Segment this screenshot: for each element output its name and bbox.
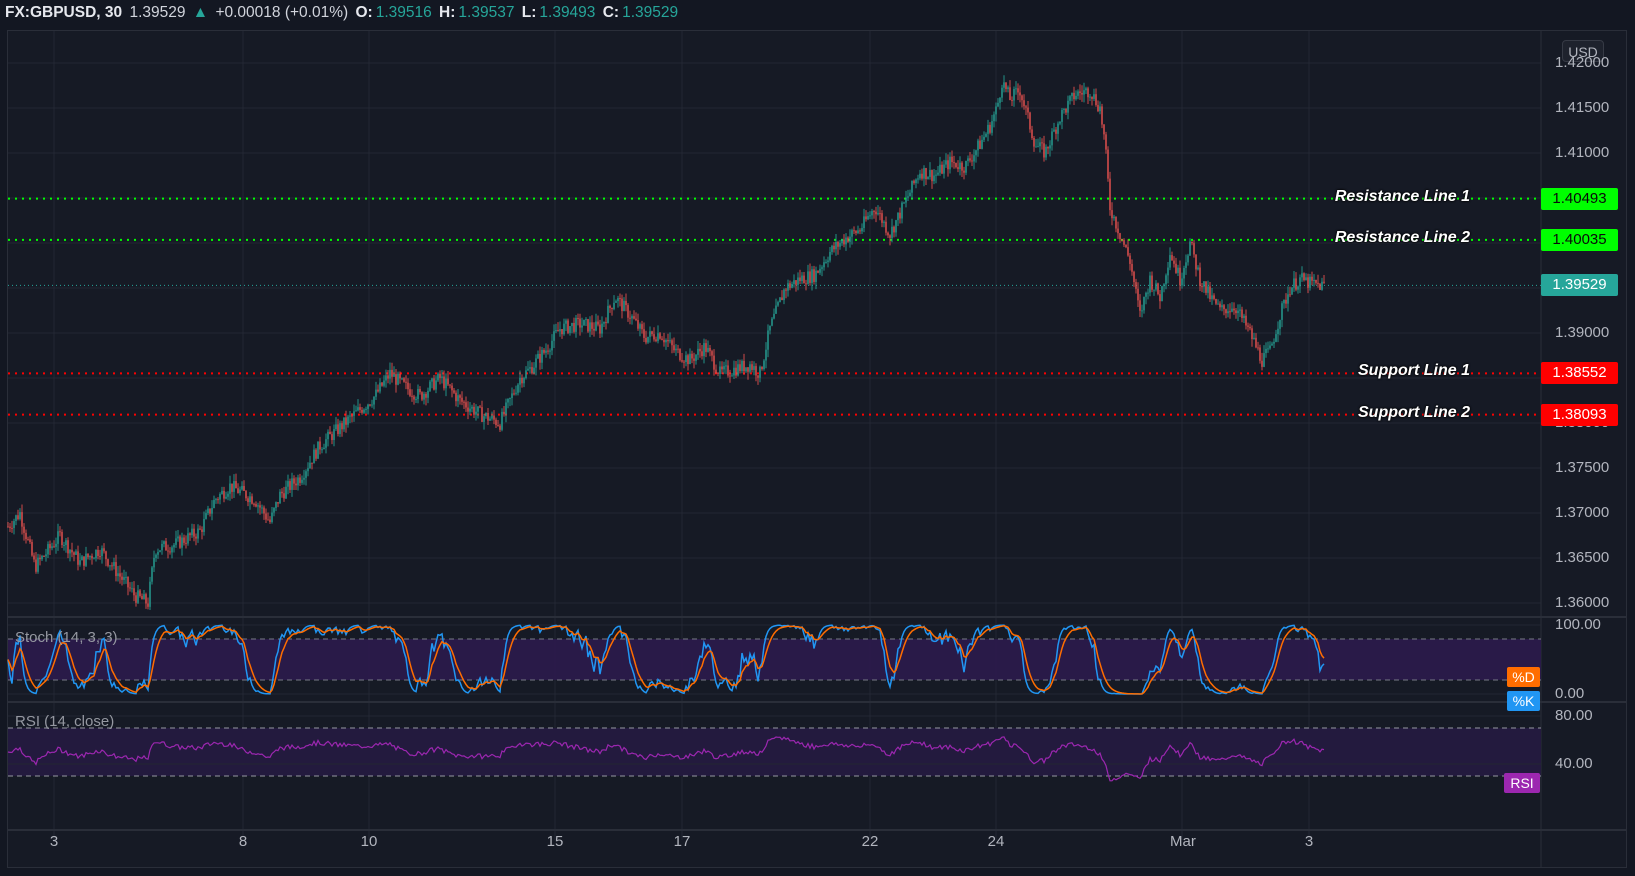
level-price-tag: 1.40035 [1541, 228, 1618, 251]
price-tick: 1.41000 [1555, 144, 1610, 161]
stoch-lines [7, 624, 1325, 695]
stoch-d-tag: %D [1507, 667, 1540, 687]
open-value: 1.39516 [375, 4, 432, 21]
close-value: 1.39529 [622, 4, 679, 21]
last-price-tag: 1.39529 [1541, 274, 1618, 297]
price-tick: 1.37500 [1555, 459, 1610, 476]
high-value: 1.39537 [458, 4, 515, 21]
rsi-tick-40: 40.00 [1555, 755, 1593, 772]
level-price-tag: 1.40493 [1541, 187, 1618, 210]
time-tick: 3 [49, 833, 59, 850]
high-label: H: [439, 4, 456, 21]
level-price-tag: 1.38552 [1541, 362, 1618, 385]
open-label: O: [355, 4, 373, 21]
rsi-tick-80: 80.00 [1555, 707, 1593, 724]
price-tick: 1.36000 [1555, 594, 1610, 611]
level-price-tag: 1.38093 [1541, 403, 1618, 426]
symbol-name[interactable]: FX:GBPUSD, 30 [5, 4, 123, 21]
currency-button[interactable]: USD [1562, 40, 1604, 62]
time-tick: 15 [546, 833, 564, 850]
stoch-tick-100: 100.00 [1555, 616, 1601, 633]
last-price: 1.39529 [129, 4, 186, 21]
rsi-title[interactable]: RSI (14, close) [15, 713, 115, 730]
price-tick: 1.41500 [1555, 99, 1610, 116]
time-tick: 17 [673, 833, 691, 850]
low-label: L: [521, 4, 537, 21]
level-label[interactable]: Resistance Line 2 [1334, 228, 1470, 246]
stoch-k-tag: %K [1507, 691, 1540, 711]
symbol-header: FX:GBPUSD, 30 1.39529 ▲ +0.00018 (+0.01%… [5, 4, 681, 26]
triangle-up-icon: ▲ [192, 4, 209, 21]
indicator-panes [8, 624, 1541, 777]
rsi-tag: RSI [1504, 773, 1540, 793]
time-tick: 8 [238, 833, 248, 850]
time-tick: 10 [360, 833, 378, 850]
price-tick: 1.37000 [1555, 504, 1610, 521]
price-tick: 1.36500 [1555, 549, 1610, 566]
price-change: +0.00018 (+0.01%) [215, 4, 349, 21]
candlestick-series[interactable] [7, 75, 1325, 611]
level-label[interactable]: Support Line 2 [1358, 403, 1470, 421]
close-label: C: [602, 4, 620, 21]
price-tick: 1.39000 [1555, 324, 1610, 341]
price-tick: 1.42000 [1555, 54, 1610, 71]
level-label[interactable]: Support Line 1 [1358, 362, 1470, 380]
rsi-line [7, 736, 1325, 782]
level-lines[interactable] [8, 197, 1541, 416]
low-value: 1.39493 [539, 4, 596, 21]
grid-lines [8, 31, 1626, 867]
time-tick: 22 [861, 833, 879, 850]
level-label[interactable]: Resistance Line 1 [1334, 187, 1470, 205]
time-tick: Mar [1170, 833, 1196, 850]
time-tick: 24 [987, 833, 1005, 850]
time-tick: 3 [1304, 833, 1314, 850]
stoch-tick-0: 0.00 [1555, 685, 1585, 702]
stoch-title[interactable]: Stoch (14, 3, 3) [15, 629, 118, 646]
